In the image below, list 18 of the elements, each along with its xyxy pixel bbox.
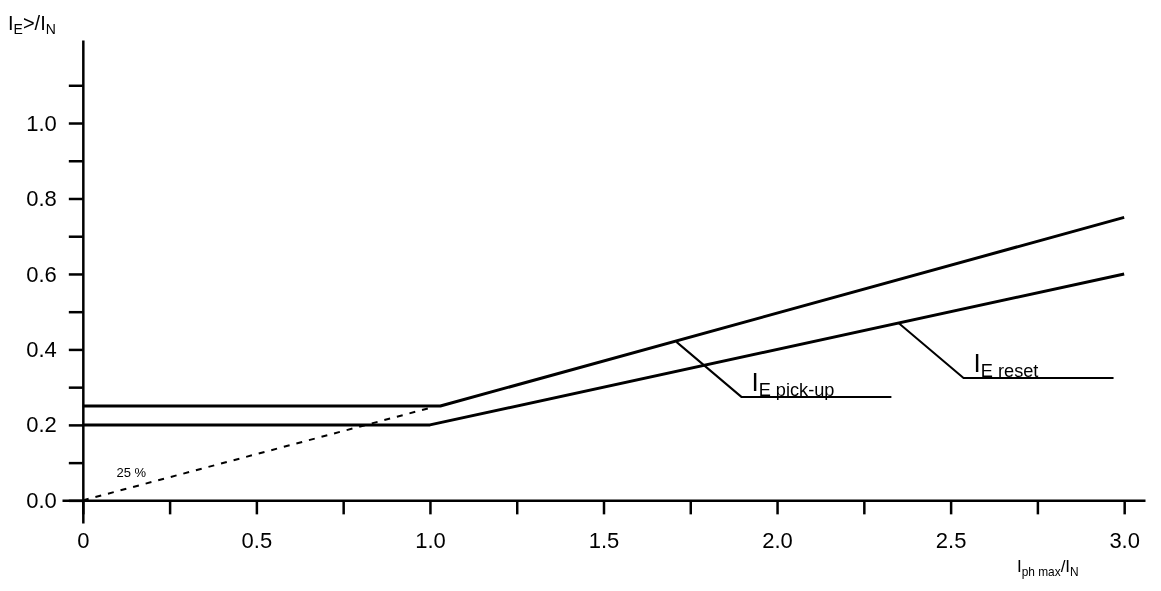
y-tick-label: 0.2 [26, 412, 57, 438]
y-tick-label: 0.6 [26, 261, 57, 287]
annotation: I$_{E reset}$ [973, 348, 1039, 382]
y-axis-title: I$_{E}$>/I$_{N}$ [8, 12, 56, 38]
x-tick-label: 0.5 [241, 527, 273, 553]
x-tick-label: 0 [77, 527, 90, 553]
y-tick-label: 0.8 [26, 186, 57, 212]
annotation: 25 % [116, 465, 147, 481]
x-tick-label: 3.0 [1109, 527, 1140, 553]
x-tick-label: 2.5 [935, 527, 967, 553]
y-tick-label: 1.0 [26, 110, 57, 136]
y-tick-label: 0.0 [26, 487, 57, 513]
x-axis-title: I$_{ph max}$/I$_{N}$ [1016, 557, 1079, 579]
annotation: I$_{E pick‑up}$ [751, 366, 835, 401]
x-tick-label: 1.5 [588, 527, 620, 553]
x-tick-label: 1.0 [415, 527, 446, 553]
x-tick-label: 2.0 [762, 527, 793, 553]
y-tick-label: 0.4 [26, 336, 57, 362]
